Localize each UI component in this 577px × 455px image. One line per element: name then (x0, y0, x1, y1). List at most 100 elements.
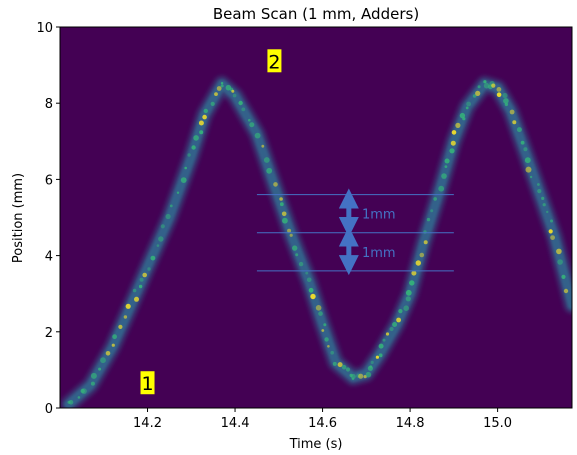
trace-speck (523, 147, 528, 152)
trace-speck (542, 203, 546, 207)
x-tick-label: 14.2 (133, 416, 162, 431)
trace-speck (231, 89, 235, 93)
trace-speck (308, 287, 314, 293)
trace-speck (496, 92, 502, 97)
trace-speck (281, 211, 287, 217)
trace-speck (365, 371, 372, 378)
trace-speck (306, 277, 312, 283)
trace-speck (419, 252, 425, 258)
trace-speck (279, 202, 284, 207)
trace-speck (356, 373, 361, 378)
trace-speck (191, 145, 196, 150)
trace-speck (563, 288, 569, 294)
trace-speck (415, 260, 421, 266)
trace-speck (184, 166, 187, 170)
trace-speck (516, 127, 522, 133)
trace-speck (323, 323, 327, 327)
trace-speck (503, 98, 509, 104)
trace-speck (465, 106, 469, 110)
trace-speck (214, 92, 218, 96)
trace-speck (426, 217, 431, 222)
trace-speck (537, 189, 542, 194)
trace-speck (287, 228, 292, 233)
y-tick-label: 0 (45, 402, 53, 417)
trace-speck (398, 309, 403, 314)
trace-speck (261, 144, 265, 148)
trace-speck (548, 229, 553, 234)
trace-speck (483, 82, 490, 89)
trace-speck (112, 334, 117, 340)
trace-speck (392, 322, 398, 327)
trace-speck (220, 82, 224, 85)
trace-speck (378, 353, 383, 358)
trace-speck (169, 204, 173, 208)
trace-speck (202, 114, 207, 120)
trace-speck (266, 167, 273, 174)
trace-speck (138, 284, 143, 289)
trace-speck (279, 197, 283, 201)
trace-speck (132, 288, 137, 293)
trace-speck (556, 248, 562, 255)
trace-speck (176, 191, 180, 194)
trace-speck (441, 173, 447, 179)
trace-speck (332, 361, 337, 366)
trace-speck (216, 86, 222, 91)
x-axis-ticks: 14.2 14.4 14.6 14.8 15.0 (133, 408, 512, 431)
trace-speck (350, 374, 356, 379)
trace-speck (77, 396, 81, 399)
marker-label: 1 (141, 373, 153, 395)
trace-speck (105, 351, 111, 356)
y-axis-label: Position (mm) (11, 173, 26, 263)
trace-speck (341, 364, 347, 370)
trace-speck (147, 267, 151, 271)
trace-speck (254, 132, 261, 139)
trace-speck (321, 329, 325, 332)
chart-title: Beam Scan (1 mm, Adders) (213, 5, 419, 23)
trace-speck (68, 400, 74, 405)
trace-speck (411, 270, 417, 276)
trace-speck (512, 120, 517, 125)
spacing-annotations: 1mm 1mm (338, 188, 396, 276)
trace-speck (249, 122, 255, 128)
trace-speck (263, 157, 270, 163)
trace-speck (409, 280, 415, 286)
trace-speck (81, 388, 87, 394)
trace-speck (466, 101, 471, 107)
trace-speck (444, 158, 450, 164)
trace-speck (203, 108, 208, 114)
y-tick-label: 10 (36, 21, 53, 36)
trace-speck (142, 272, 147, 278)
trace-speck (525, 166, 532, 173)
trace-speck (134, 296, 139, 302)
trace-speck (529, 175, 533, 179)
trace-speck (430, 209, 434, 213)
x-tick-label: 15.0 (483, 416, 512, 431)
trace-speck (405, 296, 411, 302)
trace-speck (90, 381, 95, 386)
trace-speck (455, 122, 461, 128)
y-tick-label: 2 (45, 326, 53, 341)
trace-speck (345, 367, 351, 372)
spacing-label: 1mm (362, 208, 396, 223)
trace-speck (450, 140, 456, 146)
trace-speck (557, 259, 563, 265)
trace-speck (375, 355, 379, 359)
trace-speck (90, 372, 97, 379)
trace-speck (156, 244, 160, 247)
trace-speck (358, 373, 364, 379)
trace-speck (444, 165, 448, 169)
trace-speck (160, 224, 165, 229)
trace-speck (423, 240, 428, 245)
trace-speck (475, 90, 481, 96)
trace-speck (502, 92, 508, 99)
trace-speck (238, 100, 243, 106)
trace-speck (504, 102, 509, 107)
trace-speck (472, 94, 477, 98)
trace-speck (537, 183, 540, 186)
trace-speck (273, 182, 278, 187)
y-tick-label: 4 (45, 250, 53, 265)
trace-speck (541, 196, 545, 200)
trace-speck (150, 255, 156, 261)
trace-speck (187, 153, 191, 157)
